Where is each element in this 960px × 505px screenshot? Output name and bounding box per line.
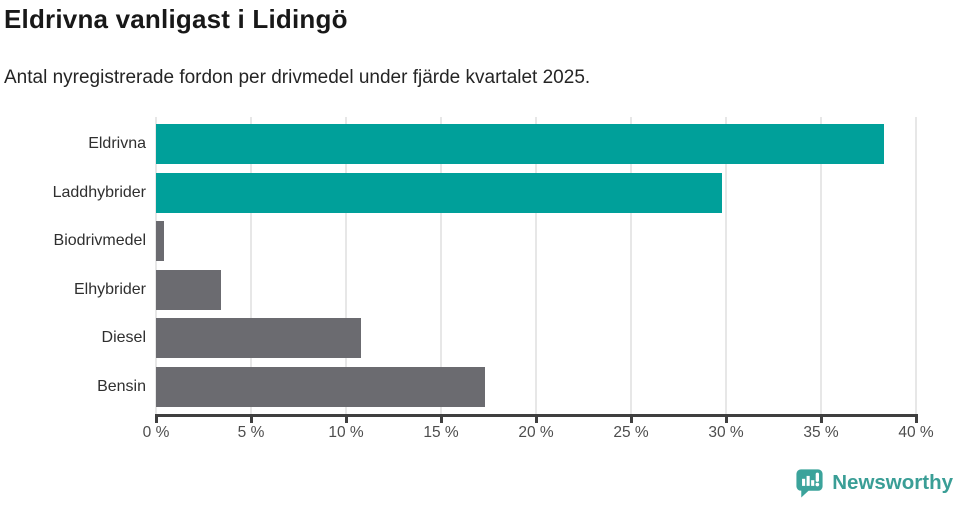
x-tick-label: 10 % [328,424,364,441]
newsworthy-logo-icon [794,467,825,498]
x-axis-tick [439,414,443,423]
gridline [630,117,632,414]
gridline [155,117,157,414]
x-tick-label: 20 % [518,424,554,441]
brand-name: Newsworthy [832,470,953,494]
gridline [535,117,537,414]
category-label: Diesel [101,329,146,347]
x-axis-tick [914,414,918,423]
gridline [250,117,252,414]
x-tick-label: 5 % [237,424,265,441]
brand-footer: Newsworthy [794,467,953,498]
category-label: Bensin [97,378,146,395]
x-tick-label: 15 % [423,424,459,441]
category-label: Biodrivmedel [53,232,146,250]
x-tick-label: 40 % [898,424,934,441]
x-axis-tick [629,414,633,423]
x-axis-tick [819,414,823,423]
x-tick-label: 30 % [708,424,744,441]
bar-eldrivna [156,124,884,164]
gridline [725,117,727,414]
x-tick-label: 0 % [142,424,170,441]
x-tick-label: 25 % [613,424,649,441]
chart-subtitle: Antal nyregistrerade fordon per drivmede… [4,67,591,88]
page-title: Eldrivna vanligast i Lidingö [4,4,348,34]
x-tick-label: 35 % [803,424,839,441]
bar-biodrivmedel [156,221,164,262]
x-axis-tick [534,414,538,423]
bar-elhybrider [156,269,221,310]
bar-laddhybrider [156,172,723,213]
category-label: Elhybrider [73,280,146,298]
bar-bensin [156,367,485,407]
x-axis-tick [249,414,253,423]
x-axis-tick [344,414,348,423]
gridline [820,117,822,414]
x-axis-tick [724,414,728,423]
gridline [915,117,917,414]
bar-diesel [156,318,362,359]
gridline [440,117,442,414]
gridline [345,117,347,414]
category-label: Eldrivna [88,135,146,152]
category-label: Laddhybrider [52,183,146,201]
x-axis-tick [154,414,158,423]
